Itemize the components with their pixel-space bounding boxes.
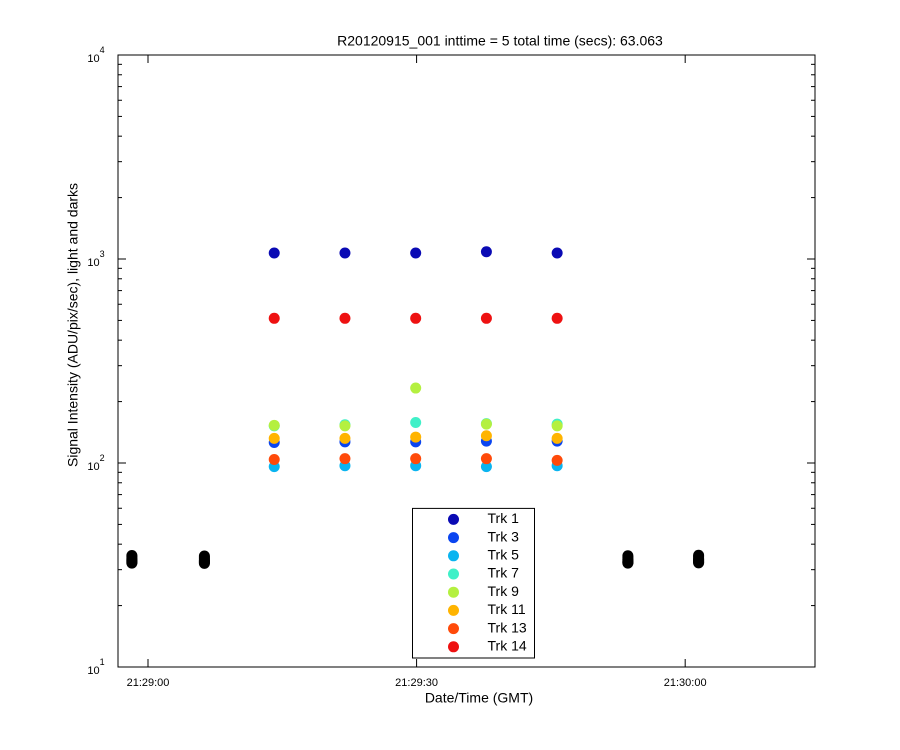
legend-label: Trk 14 [488,638,527,654]
point [268,419,280,431]
point [551,432,563,444]
legend-label: Trk 13 [488,619,527,635]
legend-label: Trk 1 [488,510,520,526]
legend-label: Trk 3 [488,528,520,544]
point [339,247,351,259]
x-axis-label: Date/Time (GMT) [425,690,533,706]
y-tick-label: 104 [87,45,104,65]
legend-label: Trk 11 [488,601,526,617]
point [410,416,422,428]
legend-label: Trk 9 [488,583,520,599]
dark-point [126,557,138,569]
point [268,432,280,444]
y-tick-label: 102 [87,453,104,473]
legend-marker [448,532,459,544]
point [339,312,351,324]
point [339,453,351,465]
y-tick-exponent: 4 [100,45,105,55]
y-tick-base: 10 [87,665,99,677]
x-tick-label: 21:29:00 [127,677,170,689]
dark-point [622,557,634,569]
legend-box [412,507,535,659]
point [480,246,492,258]
point [480,430,492,442]
y-tick-base: 10 [87,53,99,65]
point [410,382,422,394]
point [551,312,563,324]
dark-point [693,557,705,569]
y-tick-exponent: 2 [100,453,105,463]
point [410,247,422,259]
x-tick-label: 21:30:00 [664,677,707,689]
point [339,432,351,444]
dark-point [198,557,210,569]
point [480,461,492,473]
y-tick-label: 103 [87,249,104,269]
legend-marker [448,604,459,616]
y-tick-exponent: 1 [100,657,105,667]
y-tick-base: 10 [87,461,99,473]
point [480,453,492,465]
point [551,420,563,432]
point [480,418,492,430]
point [551,454,563,466]
y-tick-base: 10 [87,257,99,269]
point [480,312,492,324]
chart-title: R20120915_001 inttime = 5 total time (se… [337,33,663,49]
point [268,454,280,466]
legend-label: Trk 7 [488,565,520,581]
legend-marker [448,641,459,653]
legend-marker [448,550,459,562]
legend-label: Trk 5 [488,547,520,563]
legend-marker [448,513,459,525]
legend-marker [448,623,459,635]
point [410,431,422,443]
point [268,247,280,259]
point [268,312,280,324]
y-tick-exponent: 3 [100,249,105,259]
point [339,420,351,432]
legend-marker [448,568,459,580]
x-tick-label: 21:29:30 [395,677,438,689]
point [410,453,422,465]
legend-marker [448,586,459,598]
y-axis-label: Signal Intensity (ADU/pix/sec), light an… [65,183,81,467]
point [410,312,422,324]
y-tick-label: 101 [87,657,104,677]
point [551,247,563,259]
